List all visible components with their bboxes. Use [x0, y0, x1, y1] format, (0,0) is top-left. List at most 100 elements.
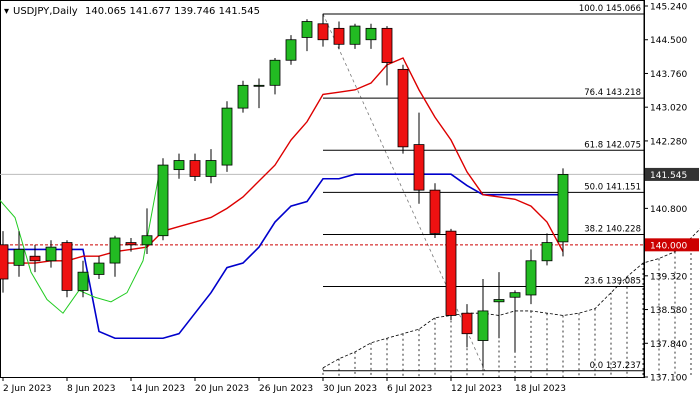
candle: [77, 260, 89, 298]
candle-body: [205, 160, 217, 177]
candle: [173, 153, 185, 179]
price-tick-label: 137.840: [650, 340, 687, 350]
candle-body: [317, 23, 329, 41]
candle-body: [413, 144, 425, 191]
candle: [445, 228, 457, 321]
time-tick-label: 30 Jun 2023: [323, 384, 377, 394]
candle: [109, 235, 121, 277]
fib-level-label: 23.6 139.085: [584, 277, 641, 287]
candle-body: [429, 189, 441, 234]
candle-body: [173, 160, 185, 171]
time-tick-label: 26 Jun 2023: [259, 384, 313, 394]
fib-level-label: 61.8 142.075: [584, 140, 641, 150]
candle: [509, 290, 521, 352]
price-tick-label: 143.760: [650, 70, 687, 80]
time-tick-label: 6 Jul 2023: [387, 384, 432, 394]
fib-level-label: 50.0 141.151: [584, 182, 641, 192]
candle-body: [445, 230, 457, 316]
price-tick-label: 144.500: [650, 36, 687, 46]
candle: [221, 101, 233, 172]
fib-level-label: 38.2 140.228: [584, 224, 641, 234]
plot-border: [0, 0, 645, 378]
fib-level-label: 0.0 137.237: [590, 361, 641, 371]
candle-body: [189, 160, 201, 177]
candle-body: [541, 242, 553, 262]
level-price-marker-label: 140.000: [650, 241, 687, 251]
cloud-top-line: [322, 228, 700, 369]
candle-body: [365, 27, 377, 41]
candle-body: [237, 84, 249, 109]
candle: [141, 208, 153, 254]
candle: [269, 57, 281, 95]
candle: [45, 240, 57, 268]
candle: [333, 21, 345, 49]
time-tick-label: 18 Jul 2023: [515, 384, 566, 394]
time-tick-label: 2 Jun 2023: [3, 384, 51, 394]
tenkan-sen-line: [3, 57, 564, 264]
candle-body: [157, 164, 169, 237]
time-tick-label: 14 Jun 2023: [131, 384, 185, 394]
candle: [157, 158, 169, 241]
candle: [125, 237, 137, 252]
candles-layer: [0, 13, 569, 368]
current-price-marker-label: 141.545: [650, 171, 687, 181]
candle-body: [477, 310, 489, 341]
candle: [253, 78, 265, 109]
candle: [93, 256, 105, 280]
candle-body: [349, 25, 361, 45]
time-axis: 2 Jun 2023 8 Jun 2023 14 Jun 2023 20 Jun 20…: [2, 377, 566, 394]
candle-body: [13, 248, 25, 266]
candle: [237, 80, 249, 113]
header-marker-icon: ▾: [4, 6, 9, 17]
candle-body: [253, 84, 265, 87]
candle: [0, 231, 9, 293]
candle-body: [93, 262, 105, 275]
candle-body: [269, 59, 281, 86]
candle-body: [0, 244, 9, 280]
candle: [365, 23, 377, 49]
candle: [461, 304, 473, 348]
candle: [189, 153, 201, 182]
candle-body: [493, 299, 505, 303]
candle: [381, 26, 393, 86]
price-tick-label: 140.800: [650, 205, 687, 215]
fib-level-label: 100.0 145.066: [579, 4, 641, 14]
candle-body: [221, 107, 233, 166]
time-tick-label: 12 Jul 2023: [451, 384, 502, 394]
level-price-marker-box: [645, 238, 699, 252]
time-tick-label: 8 Jun 2023: [67, 384, 115, 394]
price-tick-label: 145.240: [650, 3, 687, 13]
candle-body: [381, 27, 393, 63]
candle: [349, 23, 361, 49]
chart-header: ▾ USDJPY,Daily 140.065 141.677 139.746 1…: [4, 6, 260, 17]
candle: [61, 240, 73, 298]
candle-body: [61, 242, 73, 291]
candle: [397, 64, 409, 154]
time-tick-label: 20 Jun 2023: [195, 384, 249, 394]
price-tick-label: 143.020: [650, 104, 687, 114]
price-tick-label: 137.100: [650, 374, 687, 384]
candle: [301, 19, 313, 52]
candle: [285, 35, 297, 65]
candle: [493, 272, 505, 339]
candle-body: [125, 242, 137, 246]
candle-body: [45, 246, 57, 262]
ohlc-values: 140.065 141.677 139.746 141.545: [85, 6, 260, 17]
candle-body: [285, 39, 297, 61]
kijun-sen-line: [3, 173, 563, 340]
candle: [477, 279, 489, 368]
candle-body: [29, 255, 41, 262]
candle-body: [109, 237, 121, 264]
current-price-marker-box: [645, 167, 699, 181]
symbol-timeframe: USDJPY,Daily: [13, 6, 78, 17]
price-tick-label: 139.320: [650, 272, 687, 282]
candle-body: [301, 21, 313, 38]
fib-level-label: 76.4 143.218: [584, 88, 641, 98]
price-tick-label: 142.280: [650, 137, 687, 147]
candle-body: [141, 235, 153, 246]
candle: [525, 249, 537, 305]
candle: [13, 231, 25, 277]
candle-body: [557, 174, 569, 243]
